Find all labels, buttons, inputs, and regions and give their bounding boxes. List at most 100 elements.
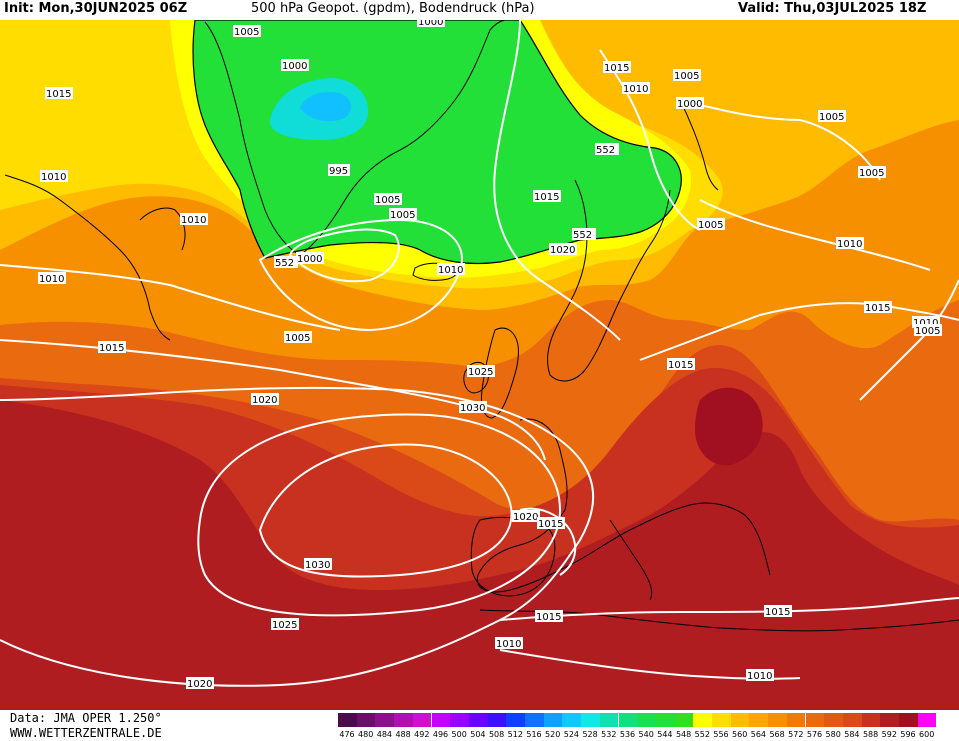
scale-cell bbox=[899, 713, 918, 727]
isobar-label: 1000 bbox=[282, 61, 307, 72]
isobar-label: 1010 bbox=[496, 639, 521, 650]
isobar-1020-iberia bbox=[519, 507, 577, 576]
isobar-label: 1015 bbox=[534, 192, 559, 203]
scale-cell bbox=[786, 713, 806, 727]
geopot-label: 552 bbox=[596, 145, 615, 156]
isobar-1015-atl bbox=[493, 20, 621, 341]
isobar-label: 1030 bbox=[460, 403, 485, 414]
isobar-label: 1005 bbox=[674, 71, 699, 82]
isobar-label: 1005 bbox=[234, 27, 259, 38]
scale-cell bbox=[375, 713, 395, 727]
scale-cell bbox=[525, 713, 544, 727]
scale-label: 584 bbox=[844, 730, 860, 739]
scale-cell bbox=[861, 713, 881, 727]
scale-cell bbox=[655, 713, 675, 727]
isobar-label: 1015 bbox=[538, 519, 563, 530]
website-credit: WWW.WETTERZENTRALE.DE bbox=[10, 726, 162, 740]
scale-label: 580 bbox=[825, 730, 841, 739]
isobar-label: 1010 bbox=[747, 671, 772, 682]
scale-label: 496 bbox=[432, 730, 449, 739]
isobar-1010-a bbox=[0, 264, 341, 331]
scale-label: 548 bbox=[675, 730, 692, 739]
scale-cell bbox=[394, 713, 413, 727]
isobar-label: 1015 bbox=[99, 343, 124, 354]
isobar-label: 1010 bbox=[41, 172, 66, 183]
isobar-1020-high bbox=[0, 386, 595, 687]
scale-label: 592 bbox=[881, 730, 897, 739]
geopot-labels: 552 552 552 bbox=[274, 143, 619, 269]
band-592 bbox=[0, 400, 959, 710]
isobar-label: 1005 bbox=[819, 112, 844, 123]
isobar-1010-nor bbox=[599, 49, 701, 231]
isobar-label: 1010 bbox=[913, 318, 938, 329]
init-time: Init: Mon,30JUN2025 06Z bbox=[4, 1, 188, 16]
scale-cell bbox=[749, 713, 769, 727]
isobar-label: 1015 bbox=[536, 612, 561, 623]
geopot-core-inner bbox=[300, 92, 352, 122]
scale-cell bbox=[468, 713, 488, 727]
scale-label: 476 bbox=[339, 730, 355, 739]
scale-label: 556 bbox=[713, 730, 729, 739]
isobar-1005-east bbox=[679, 99, 881, 181]
scale-cell bbox=[562, 713, 582, 727]
isobar-1015-east bbox=[639, 302, 959, 361]
isobar-label: 1005 bbox=[375, 195, 400, 206]
isobar-label: 1030 bbox=[305, 560, 330, 571]
scale-label: 576 bbox=[806, 730, 823, 739]
scale-cell bbox=[618, 713, 638, 727]
scale-cell bbox=[768, 713, 787, 727]
scale-cell bbox=[824, 713, 843, 727]
scale-label: 512 bbox=[507, 730, 523, 739]
band-596 bbox=[695, 387, 763, 466]
isobar-labels: 1005 1000 1015 1010 1010 1010 995 1005 1… bbox=[38, 20, 942, 690]
scale-cell bbox=[450, 713, 469, 727]
scale-cell bbox=[880, 713, 899, 727]
isobar-label: 1025 bbox=[468, 367, 493, 378]
scale-label: 484 bbox=[376, 730, 393, 739]
scale-label: 568 bbox=[769, 730, 785, 739]
scale-cell bbox=[674, 713, 694, 727]
scale-label: 524 bbox=[563, 730, 580, 739]
scale-label: 480 bbox=[358, 730, 374, 739]
isobar-label: 1005 bbox=[859, 168, 884, 179]
scale-cell bbox=[356, 713, 376, 727]
scale-label: 500 bbox=[451, 730, 467, 739]
isobar-label: 1015 bbox=[46, 89, 71, 100]
scale-label: 516 bbox=[526, 730, 542, 739]
isobar-label: 1020 bbox=[252, 395, 277, 406]
weather-map: 552 552 552 1005 1000 1015 1010 1010 101… bbox=[0, 20, 959, 710]
scale-label: 600 bbox=[919, 730, 935, 739]
isobar-label: 1005 bbox=[390, 210, 415, 221]
isobar-label: 1010 bbox=[837, 239, 862, 250]
isobar-label: 1000 bbox=[418, 20, 443, 28]
scale-cell bbox=[506, 713, 525, 727]
scale-cell bbox=[338, 713, 357, 727]
scale-label: 596 bbox=[900, 730, 916, 739]
isobar-label: 1010 bbox=[39, 274, 64, 285]
scale-cell bbox=[917, 713, 937, 727]
scale-cell bbox=[842, 713, 862, 727]
scale-label: 532 bbox=[601, 730, 617, 739]
isobar-1015-med bbox=[499, 597, 959, 621]
isobar-1015-ne bbox=[859, 279, 959, 401]
isobar-label: 1000 bbox=[297, 254, 322, 265]
scale-cell bbox=[805, 713, 825, 727]
isobar-1010-east bbox=[699, 199, 931, 271]
isobar-label: 1010 bbox=[623, 84, 648, 95]
scale-label: 588 bbox=[862, 730, 879, 739]
scale-cell bbox=[730, 713, 750, 727]
isobar-label: 1005 bbox=[698, 220, 723, 231]
scale-label: 504 bbox=[470, 730, 486, 739]
scale-label: 536 bbox=[619, 730, 636, 739]
geopot-label: 552 bbox=[275, 258, 294, 269]
isobar-label: 1020 bbox=[513, 512, 538, 523]
scale-cell bbox=[599, 713, 619, 727]
isobar-label: 1015 bbox=[604, 63, 629, 74]
isobar-label: 1005 bbox=[915, 326, 940, 337]
scale-cell bbox=[712, 713, 731, 727]
isobar-label: 1010 bbox=[181, 215, 206, 226]
isobar-1000-low bbox=[288, 228, 400, 283]
scale-label: 508 bbox=[488, 730, 505, 739]
scale-cell bbox=[412, 713, 432, 727]
scale-label: 520 bbox=[545, 730, 561, 739]
